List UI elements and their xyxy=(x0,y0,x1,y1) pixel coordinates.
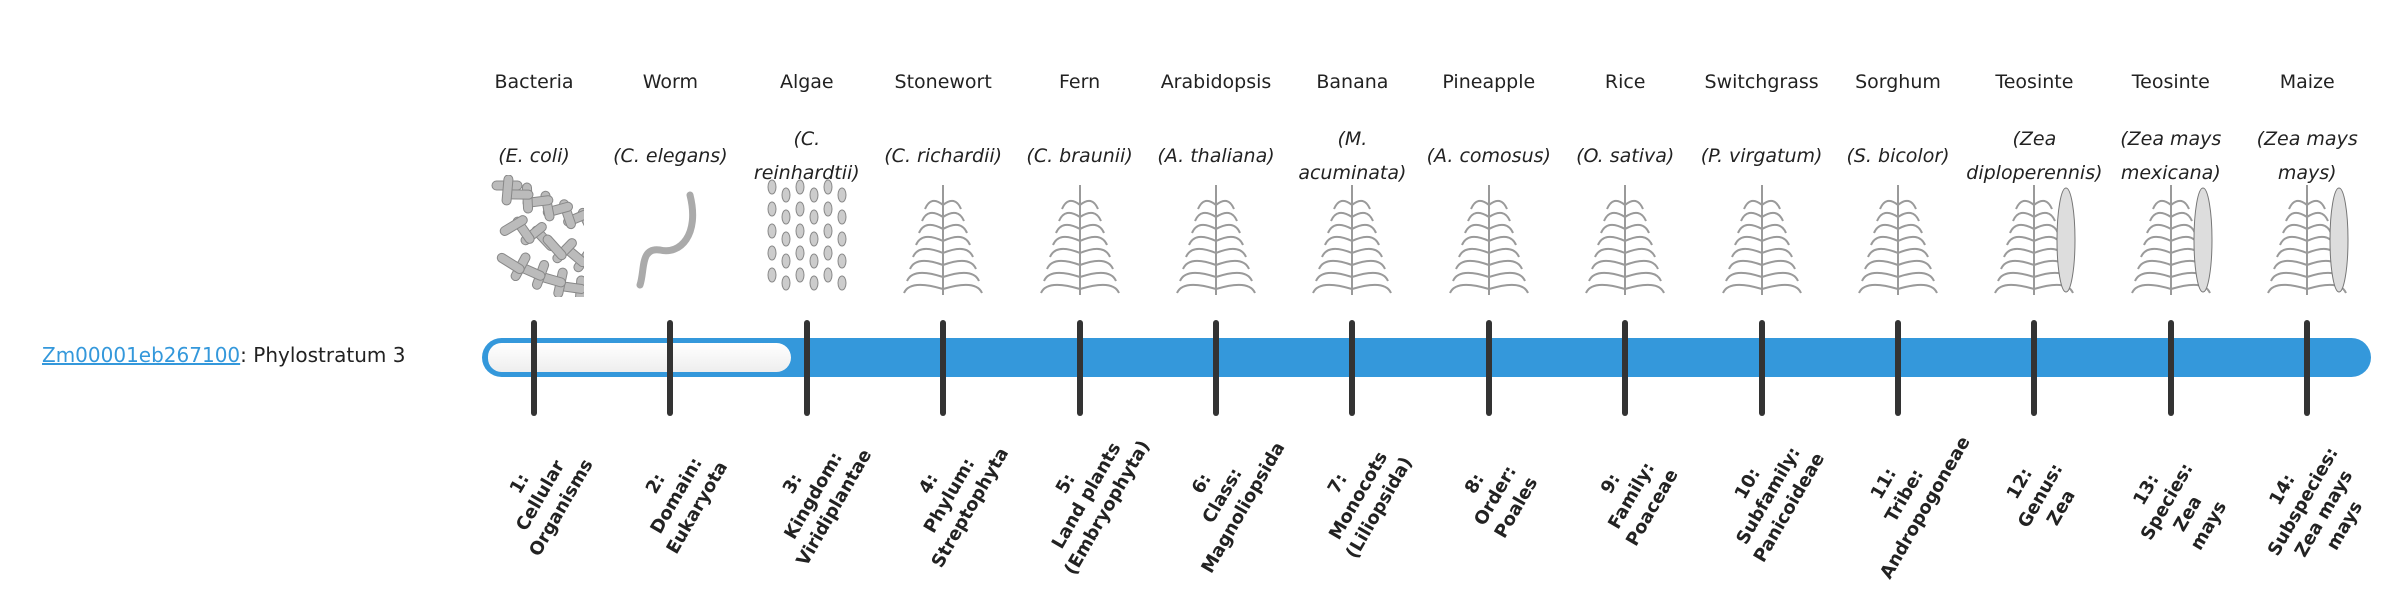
organism-common-name: Maize xyxy=(2279,71,2335,93)
organism-common-name: Arabidopsis xyxy=(1160,71,1272,93)
stratum-tick xyxy=(2167,320,2174,416)
organism-species-name: (A. thaliana) xyxy=(1157,145,1275,167)
organism-common-name: Algae xyxy=(779,71,834,93)
bacteria-illustration xyxy=(484,174,598,307)
organism-species-name: (Zea mays mexicana) xyxy=(2120,128,2222,184)
worm-illustration xyxy=(620,175,720,297)
organism-species-name: (A. comosus) xyxy=(1426,145,1551,167)
stratum-label: 13: Species: Zea mays xyxy=(2129,459,2231,554)
stratum-tick xyxy=(803,320,810,416)
stratum-tick xyxy=(1349,320,1356,416)
organism-species-name: (P. virgatum) xyxy=(1700,145,1823,167)
organism-common-name: Pineapple xyxy=(1442,71,1536,93)
organism-common-name: Teosinte xyxy=(1995,71,2074,93)
organism-common-name: Teosinte xyxy=(2131,71,2210,93)
organism-common-name: Worm xyxy=(642,71,699,93)
organism-common-name: Sorghum xyxy=(1855,71,1941,93)
organism-common-name: Fern xyxy=(1059,71,1101,93)
stratum-label: 5: Land plants (Embryophyta) xyxy=(1047,436,1154,579)
organism-species-name: (Zea mays mays) xyxy=(2256,128,2358,184)
stratum-label: 14: Subspecies: Zea mays mays xyxy=(2263,443,2368,561)
stratum-tick xyxy=(531,320,537,416)
organism-common-name: Rice xyxy=(1604,71,1646,93)
stratum-label: 9: Family: Poaceae xyxy=(1596,458,1683,550)
organism-species-name: (M. acuminata) xyxy=(1298,128,1407,184)
stratum-label: 4: Phylum: Streptophyta xyxy=(914,444,1014,572)
stratum-label: 10: Subfamily: Panicoideae xyxy=(1730,443,1829,567)
organism-common-name: Banana xyxy=(1316,71,1389,93)
stratum-tick xyxy=(2031,320,2038,416)
pineapple-illustration xyxy=(1439,175,1539,297)
rice-illustration xyxy=(1575,175,1675,297)
teosinte-mexicana-illustration xyxy=(2121,175,2221,297)
organism-species-name: (O. sativa) xyxy=(1576,145,1675,167)
stratum-label: 3: Kingdom: Viridiplantae xyxy=(778,445,876,570)
stratum-tick xyxy=(1895,320,1901,416)
stratum-tick xyxy=(1485,320,1492,416)
banana-illustration xyxy=(1302,175,1402,297)
phylostratum-bar-unfilled xyxy=(488,343,791,372)
organism-common-name: Switchgrass xyxy=(1704,71,1819,93)
arabidopsis-illustration xyxy=(1166,175,1266,297)
stratum-label: 8: Order: Poales xyxy=(1460,462,1542,542)
stratum-label: 12: Genus: Zea xyxy=(2003,459,2081,532)
stratum-tick xyxy=(940,320,947,416)
stratum-tick xyxy=(1076,320,1083,416)
maize-illustration xyxy=(2257,175,2357,297)
stratum-label: 2: Domain: Eukaryota xyxy=(642,453,733,558)
stratum-tick xyxy=(1622,320,1629,416)
algae-illustration xyxy=(757,175,857,297)
gene-phylostratum-label: Zm00001eb267100: Phylostratum 3 xyxy=(42,340,405,370)
phylostratum-bar xyxy=(482,338,2371,377)
organism-species-name: (C. reinhardtii) xyxy=(753,128,860,184)
organism-species-name: (C. richardii) xyxy=(884,145,1003,167)
fern-illustration xyxy=(1030,175,1130,297)
stratum-label: 6: Class: Magnoliopsida xyxy=(1187,438,1290,577)
teosinte-illustration xyxy=(1984,175,2084,297)
organism-common-name: Stonewort xyxy=(894,71,992,93)
stratum-tick xyxy=(1213,320,1219,416)
stratum-tick xyxy=(1758,320,1765,416)
stonewort-illustration xyxy=(893,175,993,297)
organism-species-name: (E. coli) xyxy=(498,145,570,167)
switchgrass-illustration xyxy=(1712,175,1812,297)
organism-species-name: (S. bicolor) xyxy=(1846,145,1950,167)
gene-id-link[interactable]: Zm00001eb267100 xyxy=(42,343,241,367)
stratum-tick xyxy=(667,320,674,416)
stratum-label: 7: Monocots (Liliopsida) xyxy=(1324,448,1418,563)
organism-common-name: Bacteria xyxy=(494,71,574,93)
phylostratum-text: : Phylostratum 3 xyxy=(240,343,406,367)
stratum-label: 1: Cellular Organisms xyxy=(505,455,598,560)
organism-species-name: (C. braunii) xyxy=(1026,145,1133,167)
organism-species-name: (Zea diploperennis) xyxy=(1966,128,2103,184)
sorghum-illustration xyxy=(1848,175,1948,297)
stratum-label: 11: Tribe: Andropogoneae xyxy=(1866,432,1975,583)
stratum-tick xyxy=(2304,320,2311,416)
organism-species-name: (C. elegans) xyxy=(613,145,728,167)
